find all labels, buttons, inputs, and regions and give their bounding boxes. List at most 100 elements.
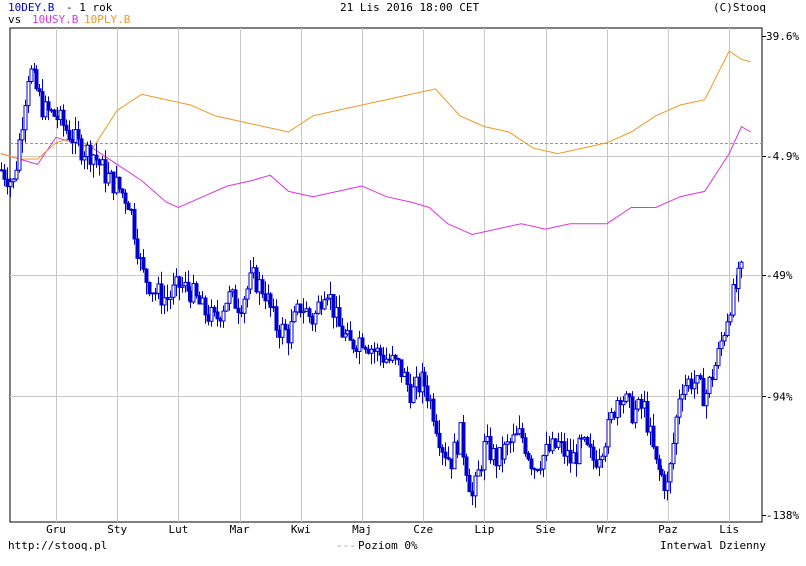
candle-body [520, 428, 525, 439]
candle-body [476, 469, 481, 477]
candle-body [79, 138, 84, 161]
candle-body [704, 392, 709, 407]
candle-body [671, 442, 676, 465]
x-tick-label: Gru [46, 523, 66, 536]
candle-body [52, 109, 57, 117]
candle-body [147, 281, 152, 295]
ticker-compare-2[interactable]: 10PLY.B [84, 13, 131, 26]
candle-body [280, 323, 285, 338]
ticker-compare-1[interactable]: 10USY.B [32, 13, 79, 26]
candle-body [337, 307, 342, 327]
x-tick-label: Sty [107, 523, 127, 536]
x-tick-label: Maj [352, 523, 372, 536]
candle-body [268, 293, 273, 308]
x-tick-label: Lut [168, 523, 188, 536]
candle-body [351, 339, 356, 350]
candle-body [8, 181, 13, 188]
candle-body [577, 437, 582, 465]
candle-body [674, 416, 679, 444]
candle-body [307, 308, 312, 317]
candle-body [186, 281, 191, 292]
candle-body [722, 334, 727, 342]
candle-body [680, 393, 685, 400]
candle-body [221, 310, 226, 322]
x-tick-label: Mar [230, 523, 250, 536]
baseline-legend-label: Poziom 0% [358, 539, 418, 552]
interval-label[interactable]: Interwal Dzienny [660, 539, 766, 552]
candle-body [322, 299, 327, 310]
y-tick-label: -138% [766, 509, 799, 522]
candle-body [82, 156, 87, 161]
candle-body [431, 398, 436, 422]
candle-body [203, 297, 208, 316]
candle-body [645, 401, 650, 433]
candle-body [224, 302, 229, 312]
source-url[interactable]: http://stooq.pl [8, 539, 108, 552]
candle-body [11, 178, 16, 183]
candle-body [600, 455, 605, 461]
candle-body [94, 154, 99, 161]
candle-body [236, 307, 241, 314]
candle-body [526, 452, 531, 460]
candle-body [180, 285, 185, 288]
x-tick-label: Wrz [597, 523, 617, 536]
candle-body [677, 398, 682, 418]
y-tick-label: 39.6% [766, 30, 799, 43]
x-tick-label: Kwi [291, 523, 311, 536]
candle-body [123, 192, 128, 204]
candle-body [657, 458, 662, 470]
candle-body [194, 283, 199, 297]
candle-body [298, 303, 303, 314]
candle-body [106, 173, 111, 184]
ticker-main[interactable]: 10DEY.B [8, 1, 55, 14]
candle-body [26, 81, 31, 107]
candle-body [363, 346, 368, 350]
candle-body [141, 257, 146, 270]
series-line-10USY.B [0, 125, 751, 236]
candle-body [396, 358, 401, 361]
candle-body [452, 441, 457, 470]
candle-body [76, 129, 81, 140]
candle-body [728, 314, 733, 323]
candle-body [692, 382, 697, 390]
candle-body [651, 425, 656, 448]
candle-body [659, 468, 664, 476]
copyright[interactable]: (C)Stooq [713, 1, 766, 14]
candle-body [523, 437, 528, 454]
candle-body [731, 284, 736, 316]
candle-body [37, 88, 42, 93]
candle-body [668, 463, 673, 483]
baseline-legend-dash: --- [336, 539, 356, 552]
y-tick-label: -94% [766, 390, 793, 403]
candle-body [117, 176, 122, 190]
candle-body [325, 297, 330, 301]
candle-body [725, 321, 730, 336]
candle-body [707, 376, 712, 394]
candle-body [621, 400, 626, 406]
candle-body [248, 272, 253, 290]
candle-body [482, 441, 487, 471]
candle-body [233, 289, 238, 309]
y-tick-label: -49% [766, 269, 793, 282]
candle-body [168, 296, 173, 301]
candle-body [399, 359, 404, 377]
candle-body [588, 443, 593, 448]
candle-body [292, 311, 297, 323]
candle-body [695, 375, 700, 384]
candle-body [529, 458, 534, 470]
x-tick-label: Lis [719, 523, 739, 536]
candle-body [245, 288, 250, 300]
candle-body [46, 101, 51, 111]
candle-body [29, 68, 34, 83]
candle-body [654, 446, 659, 460]
candle-body [301, 310, 306, 314]
candle-body [34, 69, 39, 90]
candle-body [340, 325, 345, 338]
candle-body [461, 422, 466, 458]
candle-body [633, 408, 638, 424]
candle-body [360, 337, 365, 348]
candle-body [135, 238, 140, 259]
candle-body [64, 124, 69, 131]
candle-body [591, 446, 596, 461]
